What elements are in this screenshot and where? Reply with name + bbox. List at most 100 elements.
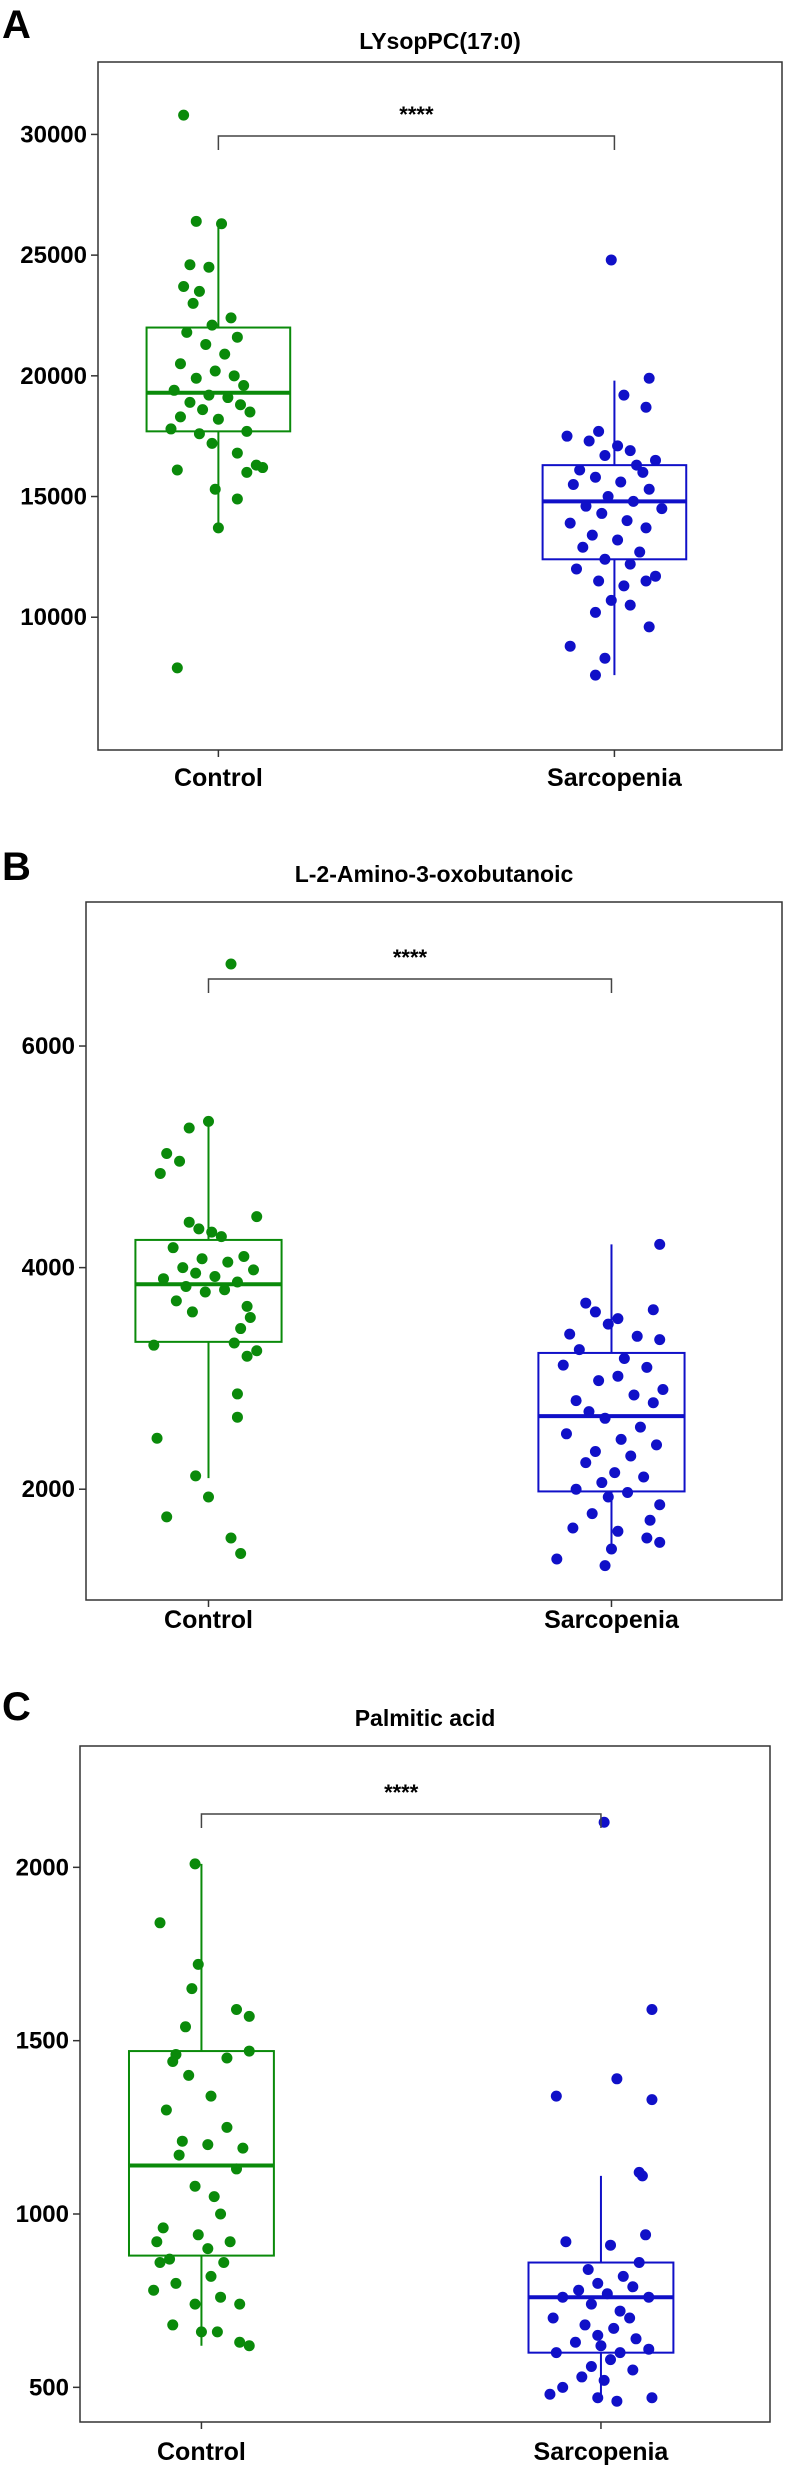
data-point-sarcopenia [592, 2329, 604, 2341]
data-point-sarcopenia [640, 401, 652, 413]
data-point-control [189, 1858, 201, 1870]
data-point-control [205, 2090, 217, 2102]
data-point-control [161, 1511, 173, 1523]
data-point-control [189, 2298, 201, 2310]
data-point-sarcopenia [634, 1421, 646, 1433]
data-point-sarcopenia [640, 2229, 652, 2241]
data-point-sarcopenia [640, 575, 652, 587]
data-point-control [235, 1547, 247, 1559]
data-point-sarcopenia [579, 2319, 591, 2331]
data-point-control [219, 348, 231, 360]
data-point-sarcopenia [550, 2090, 562, 2102]
data-point-sarcopenia [630, 2333, 642, 2345]
data-point-control [193, 428, 205, 440]
data-point-sarcopenia [567, 478, 579, 490]
data-point-sarcopenia [557, 1359, 569, 1371]
data-point-control [241, 1350, 253, 1362]
data-point-control [228, 1337, 240, 1349]
data-point-sarcopenia [605, 254, 617, 266]
data-point-sarcopenia [544, 2388, 556, 2400]
panel-title: LYsopPC(17:0) [359, 28, 520, 54]
data-point-control [243, 2340, 255, 2352]
data-point-sarcopenia [654, 1238, 666, 1250]
panel-letter: A [2, 3, 31, 47]
data-point-control [178, 109, 190, 121]
data-point-control [167, 1242, 179, 1254]
data-point-control [219, 1284, 231, 1296]
data-point-control [183, 1216, 195, 1228]
data-point-sarcopenia [633, 2257, 645, 2269]
data-point-sarcopenia [608, 2322, 620, 2334]
data-point-control [170, 1295, 182, 1307]
data-point-control [216, 218, 228, 230]
box-sarcopenia [537, 1351, 686, 1493]
data-point-sarcopenia [609, 1467, 621, 1479]
data-point-control [231, 493, 243, 505]
data-point-control [215, 2291, 227, 2303]
data-point-sarcopenia [582, 2263, 594, 2275]
data-point-control [168, 384, 180, 396]
significance-label: **** [399, 102, 434, 127]
data-point-control [151, 1432, 163, 1444]
panel-letter: C [2, 1685, 31, 1729]
data-point-control [190, 215, 202, 227]
data-point-control [224, 2236, 236, 2248]
data-point-control [257, 462, 269, 474]
data-point-sarcopenia [643, 372, 655, 384]
data-point-control [235, 399, 247, 411]
data-point-control [221, 2121, 233, 2133]
data-point-control [225, 1532, 237, 1544]
data-point-control [238, 379, 250, 391]
data-point-control [231, 1276, 243, 1288]
data-point-control [189, 2180, 201, 2192]
data-point-sarcopenia [573, 1344, 585, 1356]
data-point-sarcopenia [644, 1514, 656, 1526]
data-point-sarcopenia [580, 500, 592, 512]
data-point-sarcopenia [611, 2395, 623, 2407]
data-point-sarcopenia [612, 534, 624, 546]
data-point-sarcopenia [624, 2312, 636, 2324]
data-point-sarcopenia [580, 1297, 592, 1309]
data-point-sarcopenia [605, 1543, 617, 1555]
data-point-control [206, 1226, 218, 1238]
data-point-sarcopenia [583, 435, 595, 447]
data-point-sarcopenia [627, 2364, 639, 2376]
data-point-sarcopenia [580, 1457, 592, 1469]
data-point-control [187, 297, 199, 309]
data-point-control [196, 1253, 208, 1265]
data-point-control [244, 406, 256, 418]
data-point-control [199, 1286, 211, 1298]
data-point-sarcopenia [569, 2336, 581, 2348]
data-point-control [176, 2135, 188, 2147]
data-point-sarcopenia [624, 599, 636, 611]
box-sarcopenia [541, 464, 688, 561]
data-point-control [231, 1411, 243, 1423]
box-sarcopenia [527, 2261, 675, 2354]
data-point-control [241, 466, 253, 478]
data-point-control [164, 2253, 176, 2265]
data-point-sarcopenia [612, 1370, 624, 1382]
data-point-control [192, 2229, 204, 2241]
data-point-control [241, 425, 253, 437]
data-point-control [190, 1470, 202, 1482]
data-point-control [190, 372, 202, 384]
data-point-sarcopenia [560, 1428, 572, 1440]
data-point-sarcopenia [622, 1487, 634, 1499]
data-point-sarcopenia [650, 570, 662, 582]
data-point-sarcopenia [567, 1522, 579, 1534]
data-point-control [174, 1155, 186, 1167]
data-point-control [206, 319, 218, 331]
data-point-control [154, 1917, 166, 1929]
data-point-control [234, 2298, 246, 2310]
data-point-sarcopenia [631, 459, 643, 471]
data-point-control [243, 2010, 255, 2022]
data-point-control [231, 1388, 243, 1400]
category-label-control: Control [164, 1606, 253, 1634]
data-point-control [193, 1223, 205, 1235]
data-point-sarcopenia [618, 580, 630, 592]
data-point-sarcopenia [615, 1433, 627, 1445]
plot-frame [85, 901, 783, 1601]
data-point-sarcopenia [625, 1450, 637, 1462]
data-point-sarcopenia [586, 1508, 598, 1520]
